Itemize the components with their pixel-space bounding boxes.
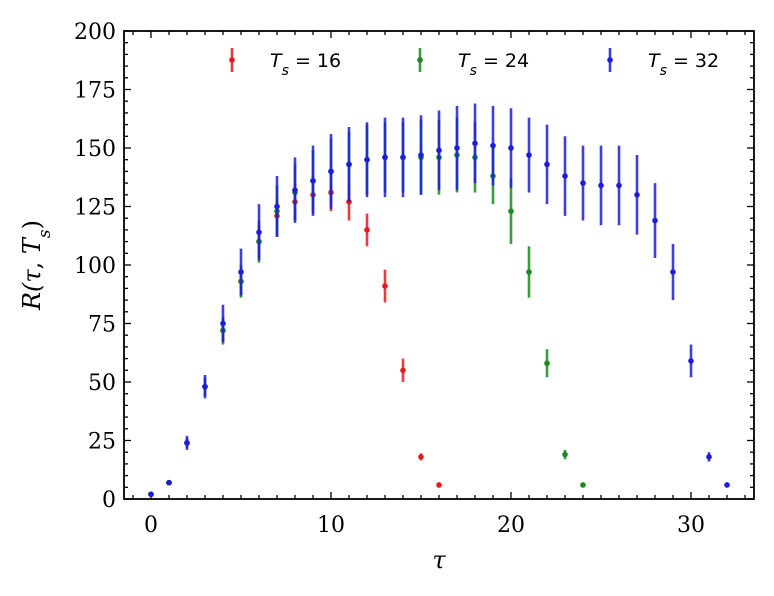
data-point	[346, 161, 352, 168]
data-point	[418, 152, 424, 158]
data-point	[688, 358, 694, 364]
data-point	[508, 145, 514, 151]
data-point	[508, 208, 514, 214]
data-point	[148, 491, 154, 498]
y-tick-label: 50	[88, 371, 116, 396]
data-point	[706, 454, 712, 460]
data-point	[616, 182, 622, 189]
x-tick-label: 30	[677, 513, 705, 538]
data-point	[652, 217, 658, 224]
x-axis-label: τ	[432, 546, 446, 574]
y-tick-label: 0	[102, 488, 116, 513]
data-point	[400, 367, 406, 374]
data-point	[274, 203, 280, 210]
data-point	[562, 451, 568, 458]
data-point	[634, 192, 640, 198]
data-point	[184, 440, 190, 446]
ticks-layer: 0 10 20 30 0 25 50 75 100 125 150 175 200	[74, 20, 754, 538]
data-point	[382, 154, 388, 161]
legend-marker	[607, 57, 613, 63]
data-point	[310, 177, 316, 184]
x-tick-label: 20	[497, 513, 525, 538]
y-tick-label: 125	[74, 196, 116, 221]
y-tick-label: 100	[74, 254, 116, 279]
data-point	[544, 360, 550, 367]
x-tick-label: 10	[317, 513, 345, 538]
data-point	[472, 140, 478, 147]
data-point	[220, 320, 226, 327]
data-point	[490, 142, 496, 149]
legend-label: Ts = 24	[458, 50, 529, 79]
legend-label: Ts = 16	[270, 50, 341, 79]
data-point	[166, 479, 172, 486]
data-point	[436, 482, 442, 488]
data-point	[292, 187, 298, 193]
legend: Ts = 16 Ts = 24 Ts = 32	[229, 48, 719, 79]
y-tick-label: 150	[74, 137, 116, 162]
data-point	[436, 147, 442, 154]
legend-marker	[417, 57, 423, 63]
data-point	[454, 145, 460, 151]
y-tick-label: 25	[88, 430, 116, 455]
data-point	[670, 269, 676, 275]
legend-label: Ts = 32	[648, 50, 719, 79]
data-point	[400, 154, 406, 161]
y-axis-label: R(τ, Ts)	[18, 220, 55, 311]
data-point	[202, 383, 208, 390]
data-point	[238, 269, 244, 275]
plot-area	[123, 30, 755, 500]
data-point	[364, 156, 370, 163]
data-point	[256, 229, 262, 236]
series-3	[148, 103, 730, 498]
y-tick-label: 175	[74, 79, 116, 104]
legend-marker	[229, 57, 235, 63]
data-point	[328, 168, 334, 175]
marks-layer	[148, 103, 730, 498]
data-point	[562, 173, 568, 179]
data-point	[382, 283, 388, 289]
data-point	[598, 182, 604, 189]
data-point	[526, 152, 532, 158]
y-tick-label: 200	[74, 20, 116, 45]
data-point	[364, 227, 370, 233]
data-point	[580, 482, 586, 488]
data-point	[724, 482, 730, 488]
data-point	[418, 454, 424, 460]
data-point	[580, 180, 586, 186]
data-point	[526, 269, 532, 275]
x-tick-label: 0	[144, 513, 158, 538]
y-tick-label: 75	[88, 313, 116, 338]
data-point	[544, 161, 550, 168]
